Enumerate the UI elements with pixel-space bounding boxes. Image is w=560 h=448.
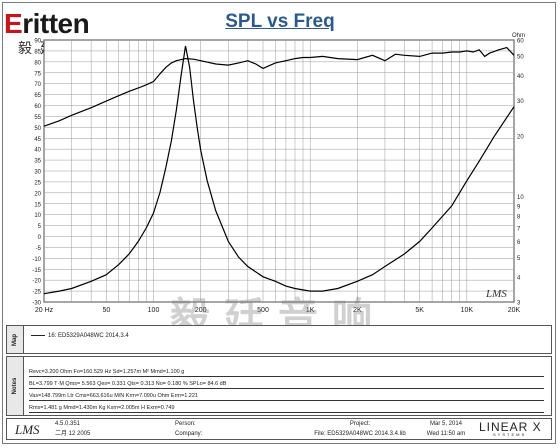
date-cell: Mar 5, 2014 Wed 11:50 am <box>417 419 475 439</box>
y2-tick-label: 40 <box>517 74 524 80</box>
version-cell: 4.5.0.351 二月 12 2005 <box>55 419 90 439</box>
x-tick-label: 500 <box>257 307 269 314</box>
linearx-logo: LINEAR X <box>479 420 542 434</box>
y2-tick-label: 50 <box>517 54 524 60</box>
y2-tick-label: 7 <box>517 226 521 232</box>
y2-tick-label: 5 <box>517 256 521 262</box>
y-tick-label: -25 <box>32 290 41 296</box>
note-row: BL=3.799 T·M Qms= 5.563 Qes= 0.331 Qts= … <box>29 381 544 389</box>
y2-unit-label: Ohm <box>512 33 525 39</box>
y2-tick-label: 8 <box>517 215 521 221</box>
y-tick-label: 0 <box>38 235 42 241</box>
y-tick-label: 80 <box>34 60 41 66</box>
x-tick-label: 20K <box>508 307 521 314</box>
x-tick-label: 100 <box>148 307 160 314</box>
y-tick-label: 5 <box>38 224 42 230</box>
y2-tick-label: 3 <box>517 301 521 307</box>
y-tick-label: 35 <box>34 159 41 165</box>
y-tick-label: 50 <box>34 126 41 132</box>
y-tick-label: 15 <box>34 202 41 208</box>
version-number: 4.5.0.351 <box>55 421 81 427</box>
logo-rest: ritten <box>22 8 90 39</box>
y-tick-label: -20 <box>32 279 41 285</box>
notes-side-label: Notes <box>7 357 24 415</box>
spl-curve <box>43 46 515 127</box>
project-cell: Project: File: ED5329A048WC 2014.3.4.lib <box>285 419 435 439</box>
map-side-label: Map <box>7 326 24 353</box>
y-tick-label: 90 <box>34 39 41 45</box>
y2-tick-label: 10 <box>517 195 524 201</box>
logo-initial: E <box>4 8 23 39</box>
report-date: Mar 5, 2014 <box>429 421 463 427</box>
impedance-curve <box>43 45 515 295</box>
y-tick-label: -30 <box>32 301 41 307</box>
version-date: 二月 12 2005 <box>55 431 91 437</box>
y-tick-label: 55 <box>34 115 41 121</box>
series-line-swatch <box>31 334 45 336</box>
y-tick-label: 75 <box>34 71 41 77</box>
report-time: Wed 11:50 am <box>426 431 466 437</box>
lms-logo: LMS <box>15 422 40 437</box>
notes-panel: Notes Revc=3.200 Ohm Fo=160.529 Hz Sd=1.… <box>6 356 552 416</box>
x-tick-label: 50 <box>102 307 110 314</box>
notes-label: Notes <box>12 377 18 395</box>
y-tick-label: 30 <box>34 170 41 176</box>
chart-title: SPL vs Freq <box>225 11 335 32</box>
logo-word: Eritten <box>4 8 90 40</box>
x-tick-label: 1K <box>306 307 315 314</box>
y-tick-label: -5 <box>36 246 42 252</box>
map-label: Map <box>12 333 18 346</box>
y-tick-label: -15 <box>32 268 41 274</box>
y-tick-label: 70 <box>34 82 41 88</box>
linearx-sub: SYSTEMS <box>493 432 527 437</box>
y-tick-label: 65 <box>34 93 41 99</box>
project-label: Project: <box>349 421 371 427</box>
y-tick-label: 45 <box>34 137 41 143</box>
note-row: Revc=3.200 Ohm Fo=160.529 Hz Sd=1.257m M… <box>29 369 544 377</box>
y-tick-label: 25 <box>34 180 41 186</box>
y-tick-label: -10 <box>32 257 41 263</box>
footer-bar: LMS 4.5.0.351 二月 12 2005 Person: Company… <box>6 418 552 440</box>
y2-tick-label: 20 <box>517 135 524 141</box>
note-row: Vas=148.799m Ltr Cms=663.616u M/N Krm=7.… <box>29 393 544 401</box>
x-tick-label: 2K <box>353 307 362 314</box>
y2-tick-label: 9 <box>517 204 521 210</box>
x-tick-label: 200 <box>195 307 207 314</box>
y-tick-label: 20 <box>34 191 41 197</box>
y2-tick-label: 60 <box>517 39 524 45</box>
x-tick-label: 10K <box>461 307 474 314</box>
y-tick-label: 10 <box>34 213 41 219</box>
map-panel: Map 16: ED5329A048WC 2014.3.4 <box>6 325 552 354</box>
y2-tick-label: 4 <box>517 275 521 281</box>
y2-tick-label: 6 <box>517 240 521 246</box>
y-tick-label: 60 <box>34 104 41 110</box>
note-row: Rms=1.481 g Mmd=1.430m Kg Kxm=2.005m H E… <box>29 405 544 413</box>
x-tick-label: 20 Hz <box>35 307 54 314</box>
x-tick-label: 5K <box>415 307 424 314</box>
file-label: File: ED5329A048WC 2014.3.4.lib <box>314 431 406 437</box>
company-label: Company: <box>175 431 203 437</box>
y-tick-label: 85 <box>34 49 41 55</box>
map-entry-text: 16: ED5329A048WC 2014.3.4 <box>48 333 129 339</box>
lms-chart-mark: LMS <box>486 288 507 300</box>
map-entry: 16: ED5329A048WC 2014.3.4 <box>31 333 129 339</box>
person-label: Person: <box>175 421 196 427</box>
person-cell: Person: Company: <box>175 419 202 439</box>
y-tick-label: 40 <box>34 148 41 154</box>
y2-tick-label: 30 <box>517 99 524 105</box>
